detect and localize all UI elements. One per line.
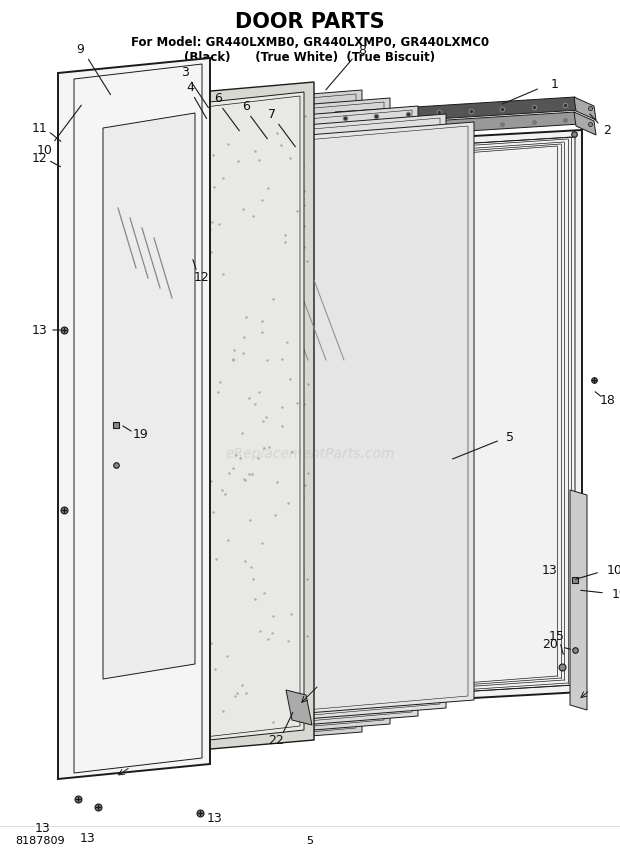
Polygon shape xyxy=(170,90,362,747)
Text: 8: 8 xyxy=(358,44,366,56)
Text: 6: 6 xyxy=(242,99,250,112)
Text: 22: 22 xyxy=(268,734,284,746)
Text: 4: 4 xyxy=(186,80,194,93)
Text: eReplacementParts.com: eReplacementParts.com xyxy=(225,447,395,461)
Text: 18: 18 xyxy=(600,394,616,407)
Polygon shape xyxy=(254,114,446,723)
Text: For Model: GR440LXMB0, GR440LXMP0, GR440LXMC0: For Model: GR440LXMB0, GR440LXMP0, GR440… xyxy=(131,35,489,49)
Polygon shape xyxy=(198,98,390,739)
Text: 13: 13 xyxy=(35,823,51,835)
Text: 9: 9 xyxy=(76,43,84,56)
Polygon shape xyxy=(310,130,582,707)
Text: 13: 13 xyxy=(80,833,96,846)
Polygon shape xyxy=(58,58,210,779)
Text: DOOR PARTS: DOOR PARTS xyxy=(235,12,385,32)
Text: 20: 20 xyxy=(542,639,558,651)
Polygon shape xyxy=(574,97,596,120)
Polygon shape xyxy=(574,112,596,135)
Text: 5: 5 xyxy=(306,836,314,846)
Text: 13: 13 xyxy=(32,324,48,336)
Text: 19: 19 xyxy=(133,428,148,441)
Polygon shape xyxy=(570,490,587,710)
Text: 11: 11 xyxy=(32,122,48,134)
Polygon shape xyxy=(107,87,124,762)
Text: 6: 6 xyxy=(214,92,222,104)
Polygon shape xyxy=(335,112,580,139)
Text: 12: 12 xyxy=(32,152,48,164)
Text: 7: 7 xyxy=(268,108,276,121)
Polygon shape xyxy=(103,113,195,679)
Polygon shape xyxy=(162,92,304,745)
Text: 8187809: 8187809 xyxy=(15,836,64,846)
Polygon shape xyxy=(142,82,314,755)
Polygon shape xyxy=(286,690,312,725)
Text: 10: 10 xyxy=(607,563,620,576)
Text: 15: 15 xyxy=(549,631,565,644)
Text: (Black)      (True White)  (True Biscuit): (Black) (True White) (True Biscuit) xyxy=(184,51,436,63)
Polygon shape xyxy=(335,97,580,125)
Text: 10: 10 xyxy=(37,144,53,157)
Text: 5: 5 xyxy=(506,431,514,443)
Polygon shape xyxy=(282,122,474,715)
Text: 13: 13 xyxy=(542,563,558,576)
Text: 13: 13 xyxy=(207,812,223,825)
Text: 3: 3 xyxy=(181,66,189,79)
Text: 2: 2 xyxy=(603,123,611,136)
Polygon shape xyxy=(226,106,418,731)
Text: 19: 19 xyxy=(612,589,620,602)
Text: 1: 1 xyxy=(551,78,559,91)
Text: 12: 12 xyxy=(194,270,210,283)
